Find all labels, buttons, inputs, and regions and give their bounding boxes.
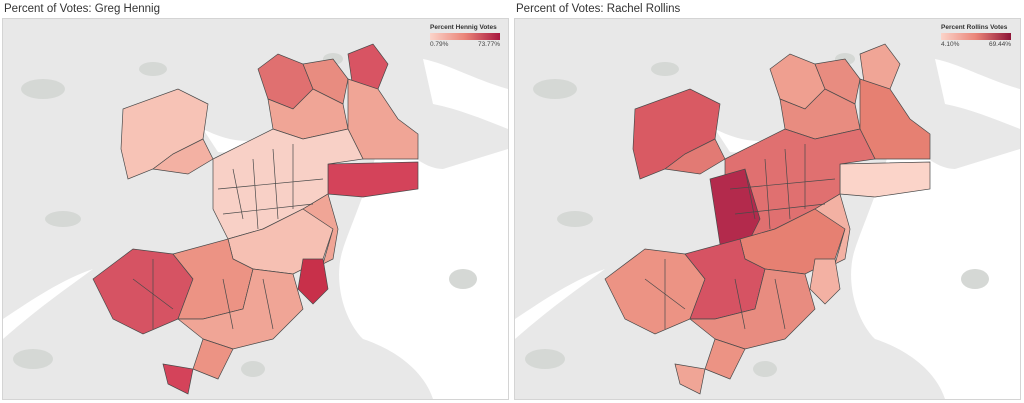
map-svg[interactable]	[3, 19, 508, 399]
legend-max-label: 69.44%	[988, 41, 1011, 48]
map-panel-rollins: Percent of Votes: Rachel Rollins	[512, 0, 1024, 403]
choropleth-map-rollins[interactable]	[514, 18, 1021, 400]
legend-min-label: 4.10%	[941, 41, 960, 48]
precincts[interactable]	[92, 43, 419, 395]
panel-title: Percent of Votes: Rachel Rollins	[516, 3, 681, 15]
precincts[interactable]	[604, 43, 931, 395]
legend-title: Percent Rollins Votes	[941, 24, 1008, 31]
choropleth-map-hennig[interactable]	[2, 18, 509, 400]
legend-gradient-bar	[941, 33, 1011, 40]
legend-gradient-bar	[430, 33, 500, 40]
color-legend: Percent Hennig Votes 0.79% 73.77%	[430, 24, 500, 50]
panel-divider	[509, 0, 512, 403]
legend-max-label: 73.77%	[477, 41, 500, 48]
panel-title: Percent of Votes: Greg Hennig	[4, 3, 160, 15]
color-legend: Percent Rollins Votes 4.10% 69.44%	[941, 24, 1011, 50]
map-svg[interactable]	[515, 19, 1020, 399]
legend-min-label: 0.79%	[430, 41, 449, 48]
map-panel-hennig: Percent of Votes: Greg Hennig	[0, 0, 509, 403]
legend-title: Percent Hennig Votes	[430, 24, 497, 31]
